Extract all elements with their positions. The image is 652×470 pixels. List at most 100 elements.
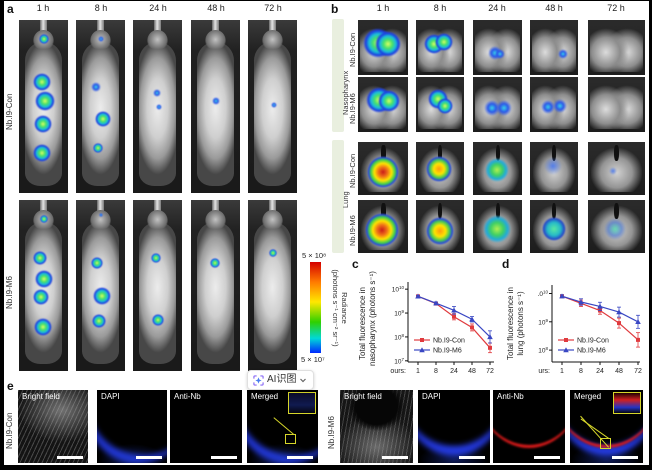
- fluorescence-blob: [544, 157, 563, 176]
- fluorescence-blob: [496, 99, 513, 116]
- trachea: [614, 145, 620, 162]
- panel-d-label: d: [502, 257, 510, 271]
- fluorescence-blob: [92, 314, 107, 329]
- lung-group-label: Lung: [341, 191, 350, 208]
- scale-bar: [534, 456, 560, 459]
- time-label: 48 h: [545, 3, 563, 13]
- time-label: 72 h: [264, 3, 282, 13]
- micro-m6-antinb: Anti-Nb: [493, 390, 565, 463]
- fluorescence-blob: [552, 98, 567, 113]
- chart-nasopharynx-fluorescence: 107 108 109 1010 1 8 24 48 72 Hours: Nb.I9-Con Nb.I…: [390, 282, 494, 375]
- mouse-image: [191, 20, 240, 193]
- y-tick-label: 109: [394, 309, 404, 318]
- organ-image: [358, 142, 408, 195]
- y-tick-label: 1010: [392, 285, 405, 294]
- trachea: [495, 145, 500, 162]
- fluorescence-blob: [375, 31, 401, 58]
- anesthesia-tube: [211, 200, 220, 216]
- fluorescence-blob: [32, 73, 51, 92]
- fluorescence-blob: [557, 49, 568, 60]
- scale-bar: [382, 456, 408, 459]
- x-tick-label: 8: [434, 368, 438, 375]
- organ-image: [473, 77, 522, 132]
- fluorescence-blob: [33, 251, 48, 266]
- mouse-body: [25, 42, 62, 187]
- fluorescence-blob: [91, 82, 102, 93]
- anesthesia-tube: [268, 200, 277, 216]
- x-tick-label: 24: [596, 368, 604, 375]
- anti-nb-label: Anti-Nb: [174, 392, 201, 401]
- fluorescence-blob: [34, 91, 55, 112]
- fluorescence-blob: [367, 155, 399, 188]
- chart-d-ylabel-line2: lung (photons s⁻¹): [515, 291, 525, 356]
- y-tick-label: 107: [394, 357, 404, 366]
- mouse-head: [147, 210, 168, 230]
- fluorescence-blob: [541, 100, 556, 115]
- colorbar-title-line1: Radiance: [340, 292, 349, 324]
- chart-c-ylabel-line1: Total fluorescence in: [358, 287, 367, 360]
- micro-m6-merged: Merged: [570, 390, 643, 463]
- fluorescence-blob: [38, 34, 49, 45]
- fluorescence-blob: [483, 99, 500, 116]
- mouse-image: [19, 200, 68, 371]
- fluorescence-blob: [34, 317, 52, 336]
- x-axis-prefix: Hours:: [390, 368, 406, 375]
- colorbar-min-value: 5 × 10⁷: [301, 355, 325, 364]
- fluorescence-blob: [211, 97, 220, 106]
- x-tick-label: 1: [416, 368, 420, 375]
- fluorescence-blob: [33, 114, 52, 133]
- anesthesia-tube: [153, 200, 162, 216]
- scale-bar: [136, 456, 162, 459]
- fluorescence-blob: [91, 257, 104, 270]
- panel-e-group2-label: Nb.I9-M6: [327, 416, 336, 449]
- roi-box: [285, 434, 296, 444]
- time-label: 8 h: [94, 3, 108, 13]
- fluorescence-blob: [150, 253, 161, 264]
- organ-image: [588, 20, 645, 75]
- trachea: [495, 203, 500, 220]
- organ-tissue: [590, 83, 643, 129]
- ai-image-recognition-button[interactable]: AI识图: [247, 370, 315, 390]
- organ-image: [416, 142, 464, 195]
- radiance-colorbar: [310, 262, 321, 353]
- roi-box: [600, 438, 611, 449]
- brightfield-label: Bright field: [22, 392, 60, 401]
- fluorescence-blob: [378, 90, 400, 113]
- screenshot-border-left: [0, 0, 4, 470]
- scale-bar: [459, 456, 485, 459]
- micro-con-merged: Merged: [247, 390, 318, 463]
- scale-bar: [57, 456, 83, 459]
- organ-tissue: [590, 26, 643, 72]
- mouse-row-label: Nb.I9-Con: [5, 93, 14, 130]
- chart-d-ylabel: Total fluorescence in lung (photons s⁻¹): [506, 281, 525, 366]
- nasopharynx-group-label: Nasopharynx: [341, 70, 350, 115]
- fluorescence-blob: [482, 215, 511, 244]
- x-tick-label: 48: [615, 368, 623, 375]
- anti-nb-stain-line: [493, 390, 565, 448]
- mouse-head: [90, 210, 111, 230]
- colorbar-title-line2: (photons s⁻¹ cm⁻² sr⁻¹): [331, 269, 340, 347]
- fluorescence-blob: [436, 97, 453, 114]
- organ-image: [416, 77, 464, 132]
- organ-image: [530, 20, 578, 75]
- legend-label: Nb.I9-M6: [577, 348, 606, 355]
- organ-image: [358, 77, 408, 132]
- fluorescence-blob: [365, 212, 399, 247]
- organ-image: [530, 200, 578, 253]
- time-label: 48 h: [207, 3, 225, 13]
- organ-image: [358, 20, 408, 75]
- mouse-row-label: Nb.I9-M6: [5, 275, 14, 309]
- y-tick-label: 108: [538, 346, 548, 355]
- mouse-body: [197, 42, 234, 187]
- fluorescence-blob: [34, 269, 53, 288]
- dapi-label: DAPI: [422, 392, 441, 401]
- fluorescence-blob: [32, 144, 51, 163]
- mouse-body: [254, 42, 291, 187]
- anesthesia-tube: [96, 200, 105, 216]
- mouse-image: [191, 200, 240, 371]
- mouse-image: [133, 200, 182, 371]
- fluorescence-blob: [542, 217, 566, 242]
- fluorescence-blob: [152, 88, 161, 97]
- fluorescence-blob: [434, 33, 453, 51]
- y-tick-label: 1010: [538, 289, 548, 298]
